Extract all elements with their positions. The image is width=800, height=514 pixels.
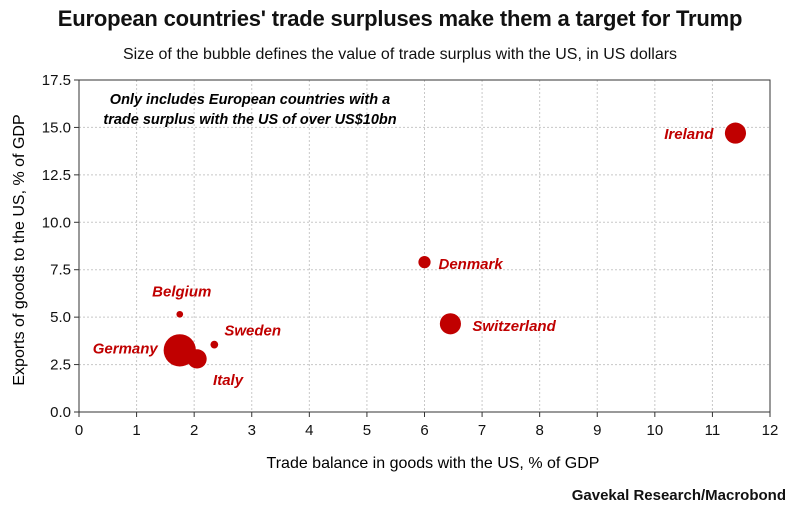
- x-tick-label: 1: [132, 422, 140, 439]
- label-germany: Germany: [93, 340, 159, 357]
- x-axis-ticks: 0 1 2 3 4 5 6 7 8 9 10 11 12: [75, 412, 779, 439]
- x-tick-label: 12: [762, 422, 779, 439]
- y-tick-label: 15.0: [42, 119, 71, 136]
- y-tick-label: 10.0: [42, 214, 71, 231]
- chart-subtitle: Size of the bubble defines the value of …: [122, 46, 678, 63]
- bubble-labels: Ireland Denmark Switzerland Belgium Sweden Ge…: [93, 126, 715, 389]
- bubble-sweden: [210, 340, 219, 349]
- label-switzerland: Switzerland: [472, 318, 556, 335]
- x-axis-label: Trade balance in goods with the US, % of…: [267, 455, 600, 472]
- bubble-ireland: [724, 122, 747, 144]
- label-denmark: Denmark: [439, 256, 504, 273]
- label-italy: Italy: [213, 372, 244, 389]
- bubble-denmark: [418, 256, 431, 269]
- y-tick-label: 12.5: [42, 167, 71, 184]
- bubble-belgium: [176, 310, 184, 318]
- label-sweden: Sweden: [224, 323, 281, 340]
- x-tick-label: 7: [478, 422, 486, 439]
- y-tick-label: 17.5: [42, 72, 71, 89]
- x-tick-label: 2: [190, 422, 198, 439]
- x-tick-label: 6: [420, 422, 428, 439]
- x-tick-label: 8: [535, 422, 543, 439]
- source-credit: Gavekal Research/Macrobond: [571, 487, 786, 504]
- x-tick-label: 5: [363, 422, 371, 439]
- bubble-italy: [187, 349, 207, 369]
- y-tick-label: 5.0: [50, 309, 71, 326]
- note-line-1: Only includes European countries with a: [110, 92, 390, 108]
- x-tick-label: 11: [705, 422, 721, 439]
- y-axis-ticks: 0.0 2.5 5.0 7.5 10.0 12.5 15.0 17.5: [42, 72, 79, 421]
- y-tick-label: 7.5: [50, 262, 71, 279]
- x-tick-label: 3: [248, 422, 256, 439]
- label-belgium: Belgium: [152, 283, 211, 300]
- x-tick-label: 0: [75, 422, 83, 439]
- y-tick-label: 0.0: [50, 404, 71, 421]
- bubbles: [163, 122, 747, 369]
- x-tick-label: 9: [593, 422, 601, 439]
- y-axis-label: Exports of goods to the US, % of GDP: [11, 114, 28, 385]
- x-tick-label: 10: [646, 422, 663, 439]
- y-tick-label: 2.5: [50, 357, 71, 374]
- note-line-2: trade surplus with the US of over US$10b…: [103, 112, 396, 128]
- bubble-switzerland: [439, 313, 461, 335]
- x-tick-label: 4: [305, 422, 313, 439]
- chart-title: European countries' trade surpluses make…: [57, 6, 743, 31]
- label-ireland: Ireland: [664, 126, 714, 143]
